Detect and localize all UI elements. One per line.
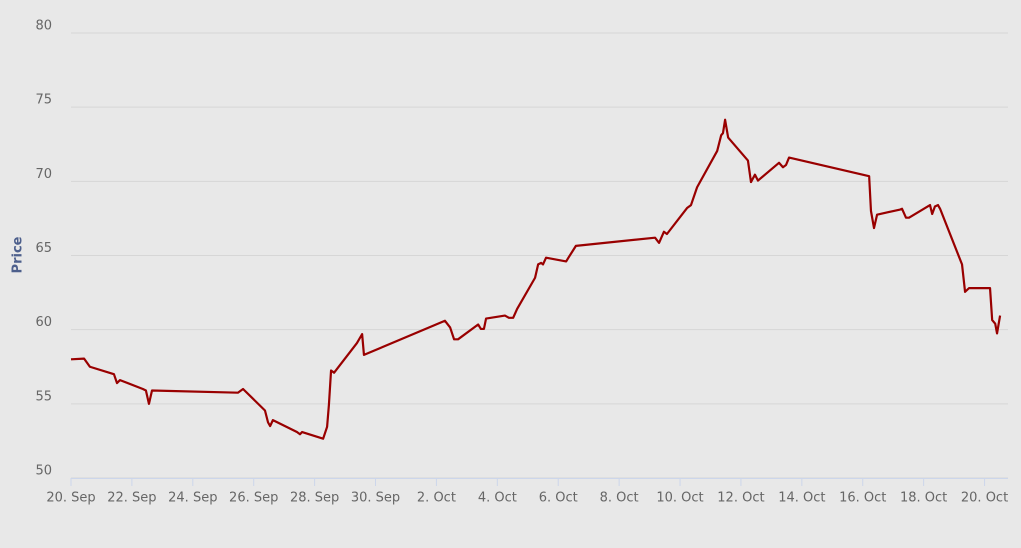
x-tick-label: 8. Oct [600,491,639,506]
price-line [70,118,1002,440]
x-tick-label: 20. Oct [961,491,1008,506]
x-tick-label: 14. Oct [778,491,825,506]
x-tick-label: 18. Oct [900,491,947,506]
y-tick-label: 55 [35,389,52,404]
x-tick-label: 30. Sep [351,491,400,506]
y-tick-label: 65 [35,241,52,256]
y-tick-label: 75 [35,93,52,108]
x-tick-label: 22. Sep [107,491,156,506]
x-tick-label: 28. Sep [290,491,339,506]
x-tick-label: 16. Oct [839,491,886,506]
x-tick-label: 6. Oct [539,491,578,506]
x-tick-label: 12. Oct [717,491,764,506]
x-tick-label: 26. Sep [229,491,278,506]
x-tick-label: 24. Sep [168,491,217,506]
x-tick-label: 2. Oct [417,491,456,506]
y-tick-label: 60 [35,315,52,330]
x-tick-label: 4. Oct [478,491,517,506]
y-axis-title: Price [11,236,26,273]
y-tick-label: 70 [35,167,52,182]
y-tick-label: 50 [35,464,52,479]
x-tick-label: 10. Oct [656,491,703,506]
y-tick-label: 80 [35,19,52,34]
x-tick-label: 20. Sep [46,491,95,506]
